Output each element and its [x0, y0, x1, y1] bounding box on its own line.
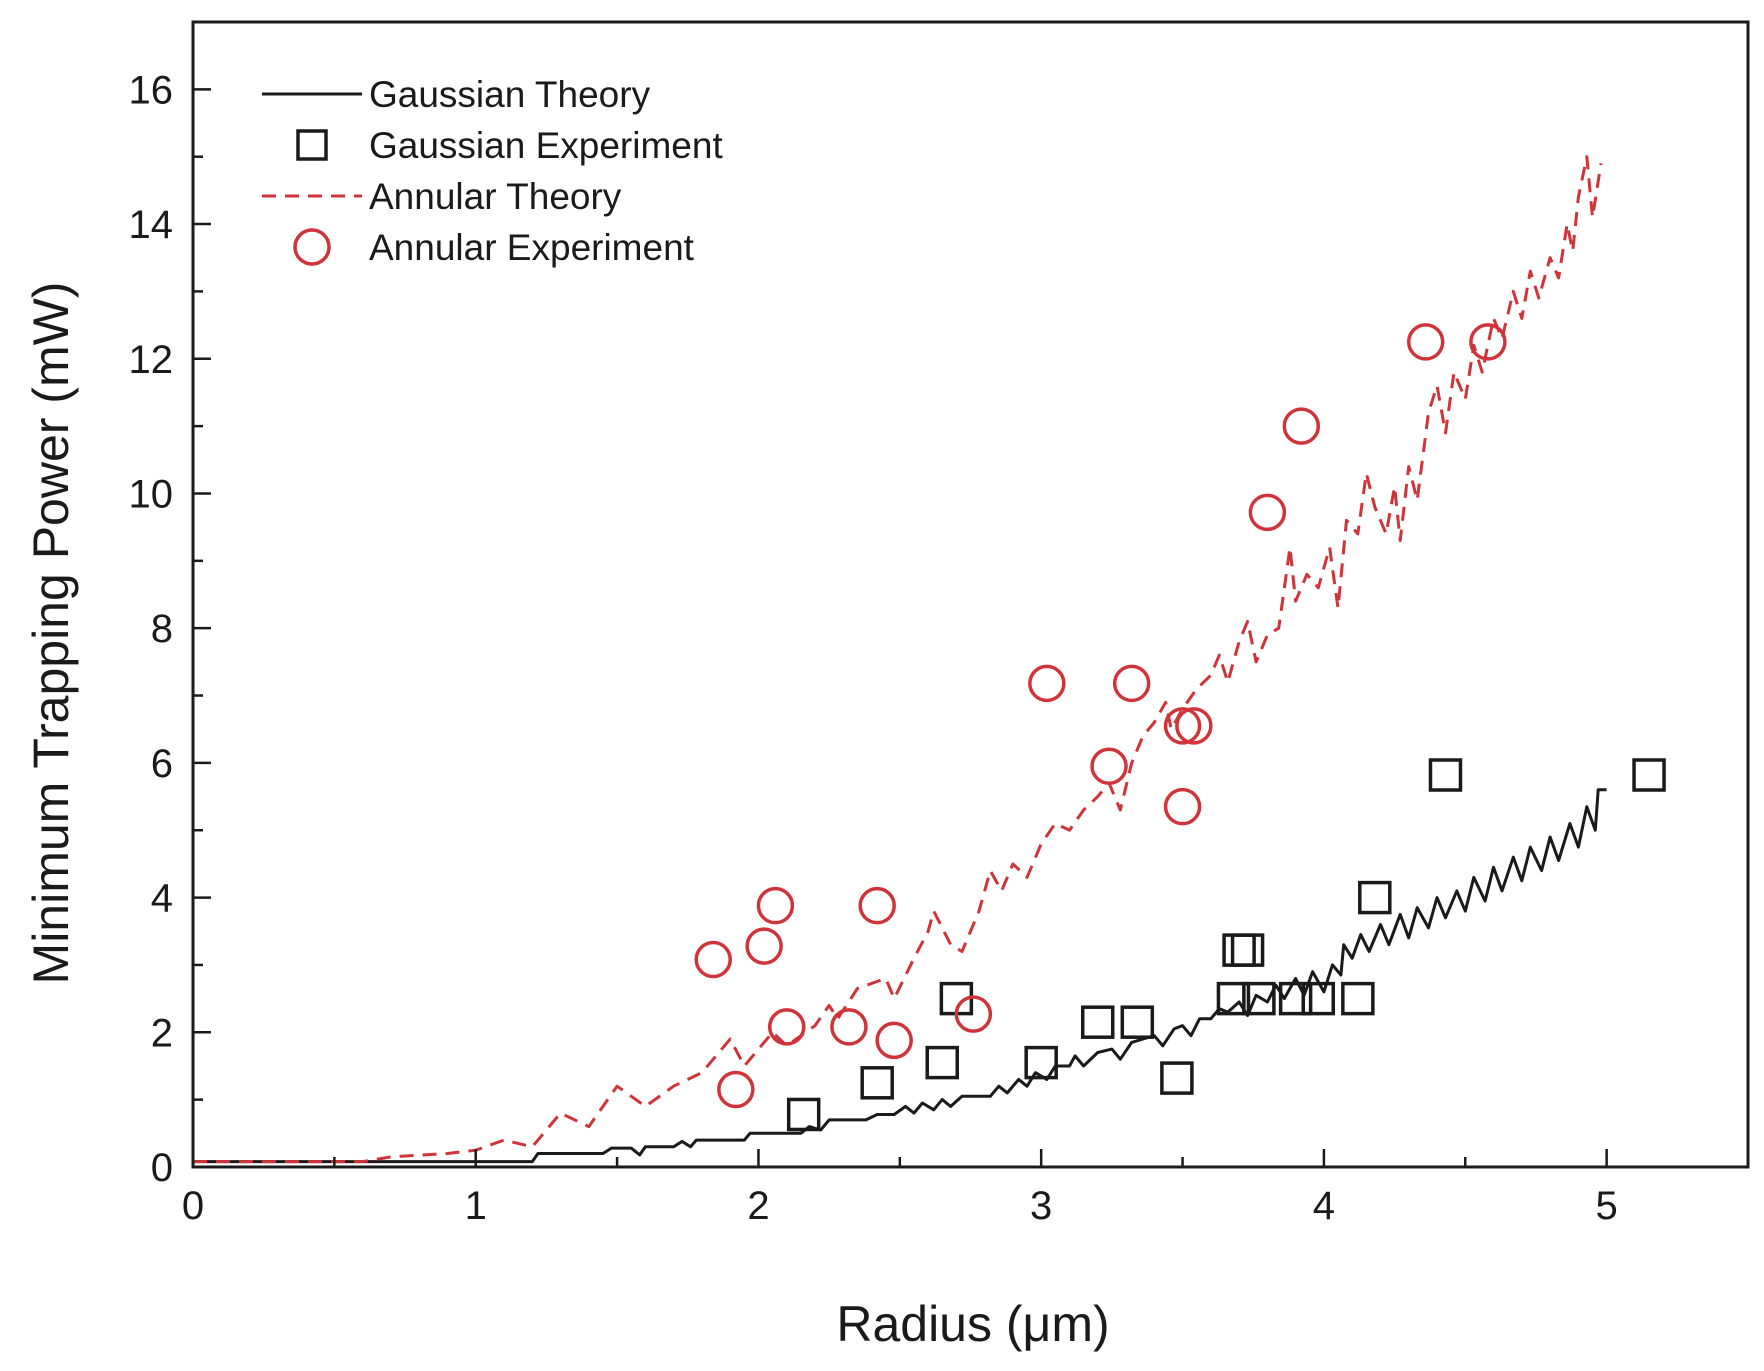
y-tick-label: 8	[151, 607, 173, 651]
y-tick-label: 12	[129, 338, 174, 382]
plot-frame	[191, 20, 1750, 1169]
data-point-annular-experiment	[1175, 707, 1213, 745]
data-point-annular-experiment	[1112, 664, 1151, 703]
data-point-gaussian-experiment	[1428, 758, 1463, 792]
data-point-gaussian-experiment	[860, 1066, 894, 1100]
legend-label-annular-theory: Annular Theory	[369, 176, 622, 217]
legend-label-gaussian-experiment: Gaussian Experiment	[369, 125, 723, 166]
data-point-annular-experiment	[830, 1008, 868, 1046]
data-point-gaussian-experiment	[1341, 981, 1375, 1016]
data-point-gaussian-experiment	[786, 1097, 821, 1132]
data-point-annular-experiment	[1469, 323, 1507, 361]
y-tick-label: 16	[129, 68, 174, 112]
data-point-annular-experiment	[1248, 493, 1287, 532]
y-axis-title: Minimum Trapping Power (mW)	[23, 282, 79, 985]
x-tick-label: 0	[182, 1184, 204, 1228]
data-point-gaussian-experiment	[1222, 933, 1256, 967]
data-point-annular-experiment	[756, 886, 795, 925]
y-tick-label: 2	[151, 1011, 173, 1055]
x-axis-title: Radius (μm)	[836, 1296, 1109, 1352]
y-tick-label: 10	[129, 472, 174, 516]
data-point-annular-experiment	[954, 995, 993, 1033]
x-tick-label: 4	[1313, 1184, 1335, 1228]
data-point-annular-experiment	[745, 927, 783, 965]
data-point-annular-experiment	[1090, 747, 1128, 785]
x-tick-label: 3	[1030, 1184, 1052, 1228]
data-point-gaussian-experiment	[1160, 1061, 1194, 1095]
legend-label-annular-experiment: Annular Experiment	[369, 227, 695, 268]
data-point-annular-experiment	[767, 1008, 806, 1046]
data-point-gaussian-experiment	[1278, 981, 1313, 1016]
y-tick-label: 14	[129, 203, 174, 247]
legend-swatch-gaussian-experiment	[296, 129, 328, 161]
y-tick-label: 4	[151, 877, 173, 921]
data-point-gaussian-experiment	[1080, 1005, 1115, 1039]
legend-label-gaussian-theory: Gaussian Theory	[369, 74, 651, 115]
data-point-annular-experiment	[858, 886, 896, 925]
data-point-gaussian-experiment	[1024, 1045, 1058, 1080]
data-point-gaussian-experiment	[1120, 1005, 1155, 1039]
y-tick-label: 0	[151, 1146, 173, 1190]
data-point-annular-experiment	[1163, 787, 1202, 826]
data-point-annular-experiment	[875, 1021, 913, 1060]
data-point-gaussian-experiment	[1242, 981, 1276, 1016]
data-point-gaussian-experiment	[1301, 981, 1336, 1016]
data-point-annular-experiment	[1406, 323, 1445, 361]
data-point-gaussian-experiment	[1216, 981, 1251, 1016]
series-layer	[193, 155, 1666, 1164]
legend-swatch-annular-experiment	[293, 228, 331, 266]
series-line-gaussian-theory	[193, 788, 1607, 1164]
data-point-annular-experiment	[1028, 664, 1066, 703]
series-line-annular-theory	[193, 155, 1603, 1164]
data-point-gaussian-experiment	[925, 1045, 959, 1080]
data-point-annular-experiment	[717, 1070, 755, 1109]
data-point-annular-experiment	[1163, 707, 1202, 745]
data-point-gaussian-experiment	[1632, 758, 1666, 792]
data-point-annular-experiment	[694, 940, 732, 979]
data-point-annular-experiment	[1282, 407, 1321, 445]
x-tick-label: 1	[465, 1184, 487, 1228]
legend: Gaussian Theory Gaussian Experiment Annula…	[262, 74, 723, 268]
y-tick-label: 6	[151, 742, 173, 786]
data-point-gaussian-experiment	[1230, 933, 1265, 967]
x-tick-label: 5	[1596, 1184, 1618, 1228]
x-tick-label: 2	[747, 1184, 769, 1228]
data-point-gaussian-experiment	[1358, 880, 1392, 915]
